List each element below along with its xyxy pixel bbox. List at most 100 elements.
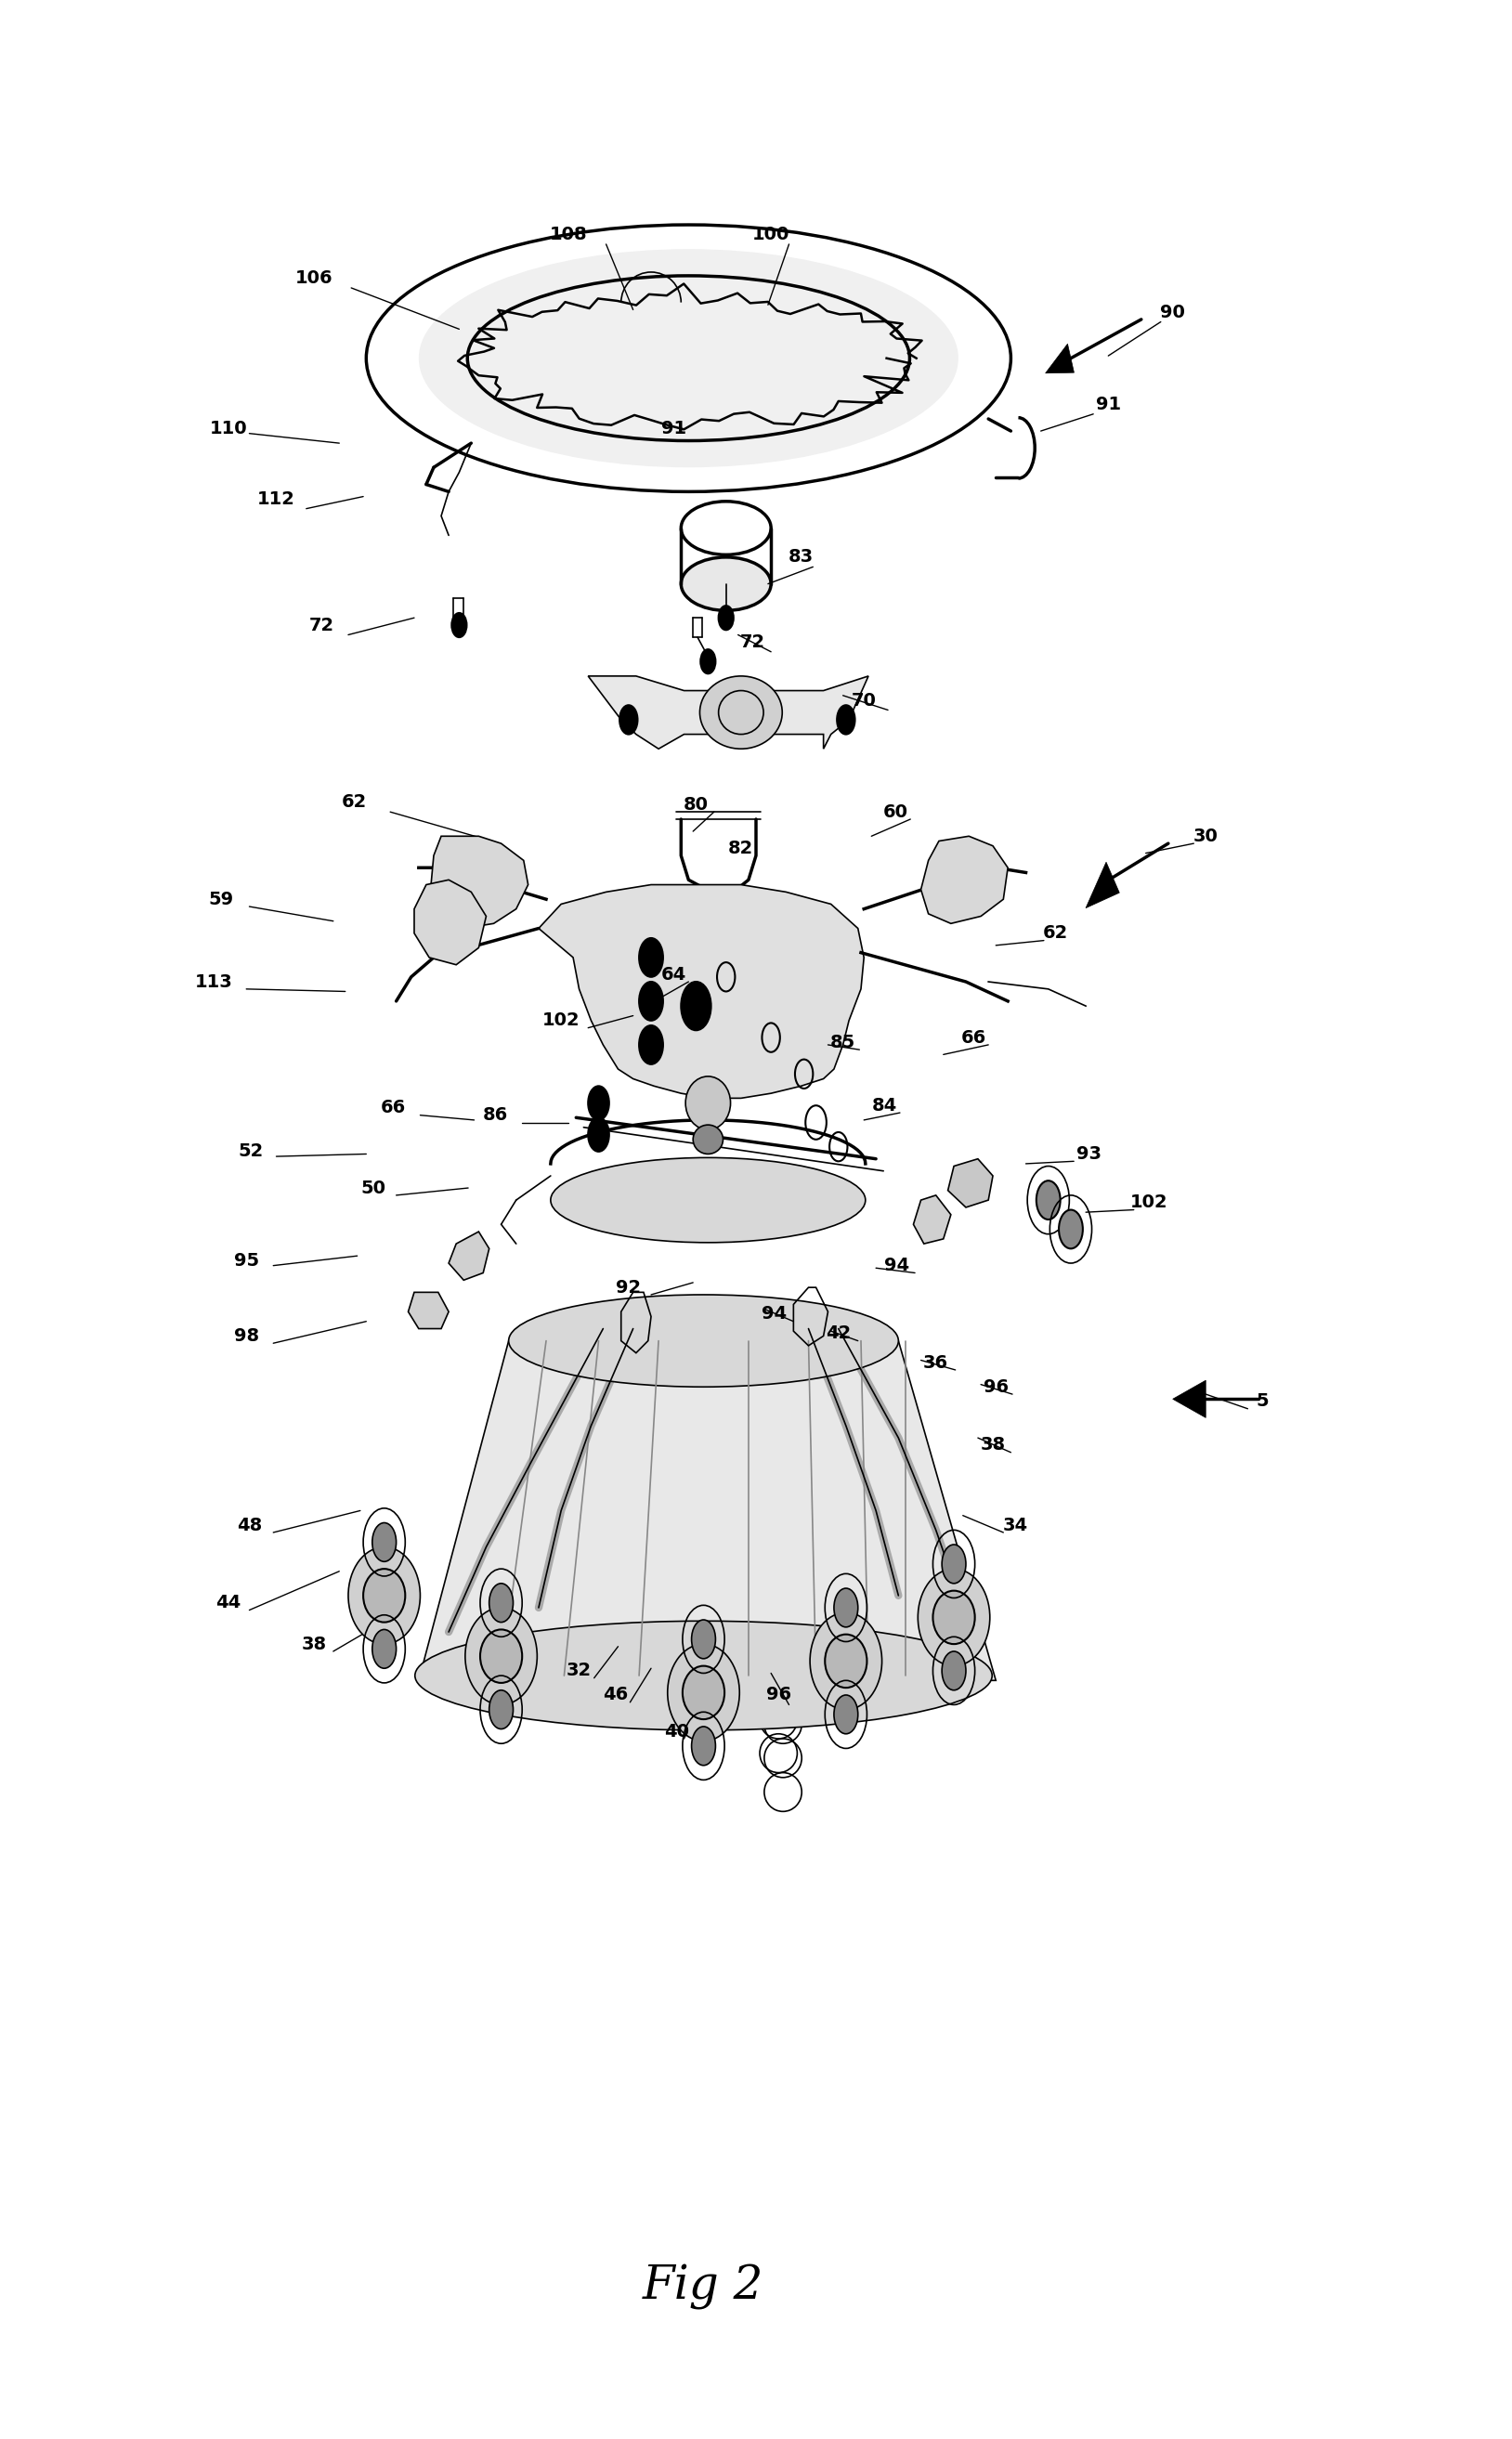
Circle shape xyxy=(691,1727,715,1766)
Text: 90: 90 xyxy=(1160,302,1185,322)
Text: 102: 102 xyxy=(1129,1193,1167,1212)
Text: 48: 48 xyxy=(237,1517,262,1534)
Polygon shape xyxy=(408,1293,449,1329)
Circle shape xyxy=(835,1588,857,1627)
Text: 32: 32 xyxy=(567,1661,591,1680)
Text: 102: 102 xyxy=(543,1012,581,1029)
Polygon shape xyxy=(948,1159,993,1207)
Text: 98: 98 xyxy=(234,1327,259,1344)
Ellipse shape xyxy=(692,1124,723,1154)
Polygon shape xyxy=(414,880,487,966)
Circle shape xyxy=(490,1690,513,1729)
Circle shape xyxy=(700,649,715,673)
Polygon shape xyxy=(913,1195,951,1244)
Text: 85: 85 xyxy=(830,1034,856,1051)
Text: 91: 91 xyxy=(1096,395,1120,412)
Text: 59: 59 xyxy=(209,890,233,907)
Text: 93: 93 xyxy=(1077,1146,1101,1163)
Polygon shape xyxy=(921,837,1009,924)
Text: 70: 70 xyxy=(851,693,877,710)
Circle shape xyxy=(640,983,664,1020)
Text: 40: 40 xyxy=(664,1722,689,1741)
Circle shape xyxy=(588,1085,609,1120)
Ellipse shape xyxy=(933,1590,975,1644)
Ellipse shape xyxy=(826,1634,866,1688)
Circle shape xyxy=(490,1583,513,1622)
Text: 66: 66 xyxy=(381,1100,405,1117)
Polygon shape xyxy=(429,837,528,929)
Circle shape xyxy=(1036,1180,1060,1220)
Circle shape xyxy=(942,1544,966,1583)
Ellipse shape xyxy=(508,1295,898,1388)
Circle shape xyxy=(640,1024,664,1063)
Text: 38: 38 xyxy=(301,1634,327,1654)
Text: 95: 95 xyxy=(234,1251,259,1271)
Text: 94: 94 xyxy=(762,1305,786,1322)
Text: 50: 50 xyxy=(361,1178,386,1198)
Text: 91: 91 xyxy=(661,420,686,437)
Text: 72: 72 xyxy=(741,634,765,651)
Text: 84: 84 xyxy=(872,1098,898,1115)
Circle shape xyxy=(588,1117,609,1151)
Ellipse shape xyxy=(419,249,959,468)
Ellipse shape xyxy=(348,1546,420,1644)
Circle shape xyxy=(640,939,664,978)
Ellipse shape xyxy=(668,1644,739,1741)
Circle shape xyxy=(372,1629,396,1668)
Polygon shape xyxy=(419,1341,996,1680)
Text: 62: 62 xyxy=(1043,924,1069,941)
Ellipse shape xyxy=(363,1568,405,1622)
Text: 64: 64 xyxy=(661,966,686,983)
Text: Fig 2: Fig 2 xyxy=(643,2263,764,2310)
Circle shape xyxy=(718,605,733,629)
Text: 96: 96 xyxy=(767,1685,791,1705)
Text: 80: 80 xyxy=(683,795,709,815)
Text: 62: 62 xyxy=(342,793,367,812)
Polygon shape xyxy=(538,885,863,1098)
Polygon shape xyxy=(449,1232,490,1280)
Text: 96: 96 xyxy=(983,1378,1009,1395)
Text: 42: 42 xyxy=(826,1324,851,1341)
Ellipse shape xyxy=(810,1612,881,1710)
Text: 113: 113 xyxy=(195,973,233,990)
Circle shape xyxy=(372,1522,396,1561)
Text: 38: 38 xyxy=(980,1437,1005,1454)
Circle shape xyxy=(691,1619,715,1659)
Text: 100: 100 xyxy=(753,227,789,244)
Text: 38: 38 xyxy=(827,1654,853,1673)
Polygon shape xyxy=(588,676,868,749)
Circle shape xyxy=(680,983,711,1029)
Circle shape xyxy=(1058,1210,1083,1249)
Text: 30: 30 xyxy=(1193,827,1219,844)
Circle shape xyxy=(620,705,638,734)
Ellipse shape xyxy=(466,1607,537,1705)
Ellipse shape xyxy=(550,1159,865,1241)
Text: 36: 36 xyxy=(924,1354,948,1371)
Circle shape xyxy=(942,1651,966,1690)
Ellipse shape xyxy=(682,1666,724,1719)
Text: 72: 72 xyxy=(308,617,334,634)
Polygon shape xyxy=(1045,344,1074,373)
Text: 94: 94 xyxy=(885,1256,910,1276)
Polygon shape xyxy=(1173,1380,1205,1417)
Text: 66: 66 xyxy=(960,1029,986,1046)
Text: 110: 110 xyxy=(210,420,246,437)
Text: 5: 5 xyxy=(1256,1393,1269,1410)
Text: 60: 60 xyxy=(883,802,907,822)
Text: 92: 92 xyxy=(615,1278,641,1295)
Text: 112: 112 xyxy=(257,490,295,507)
Circle shape xyxy=(838,705,854,734)
Polygon shape xyxy=(1086,861,1119,907)
Text: 108: 108 xyxy=(550,227,588,244)
Ellipse shape xyxy=(481,1629,522,1683)
Text: 83: 83 xyxy=(788,549,813,566)
Text: 34: 34 xyxy=(1002,1517,1028,1534)
Circle shape xyxy=(835,1695,857,1734)
Text: 46: 46 xyxy=(602,1685,627,1705)
Ellipse shape xyxy=(918,1568,990,1666)
Text: 44: 44 xyxy=(216,1595,240,1612)
Text: 82: 82 xyxy=(729,839,753,856)
Circle shape xyxy=(452,612,467,637)
Text: 52: 52 xyxy=(239,1144,263,1161)
Ellipse shape xyxy=(700,676,782,749)
